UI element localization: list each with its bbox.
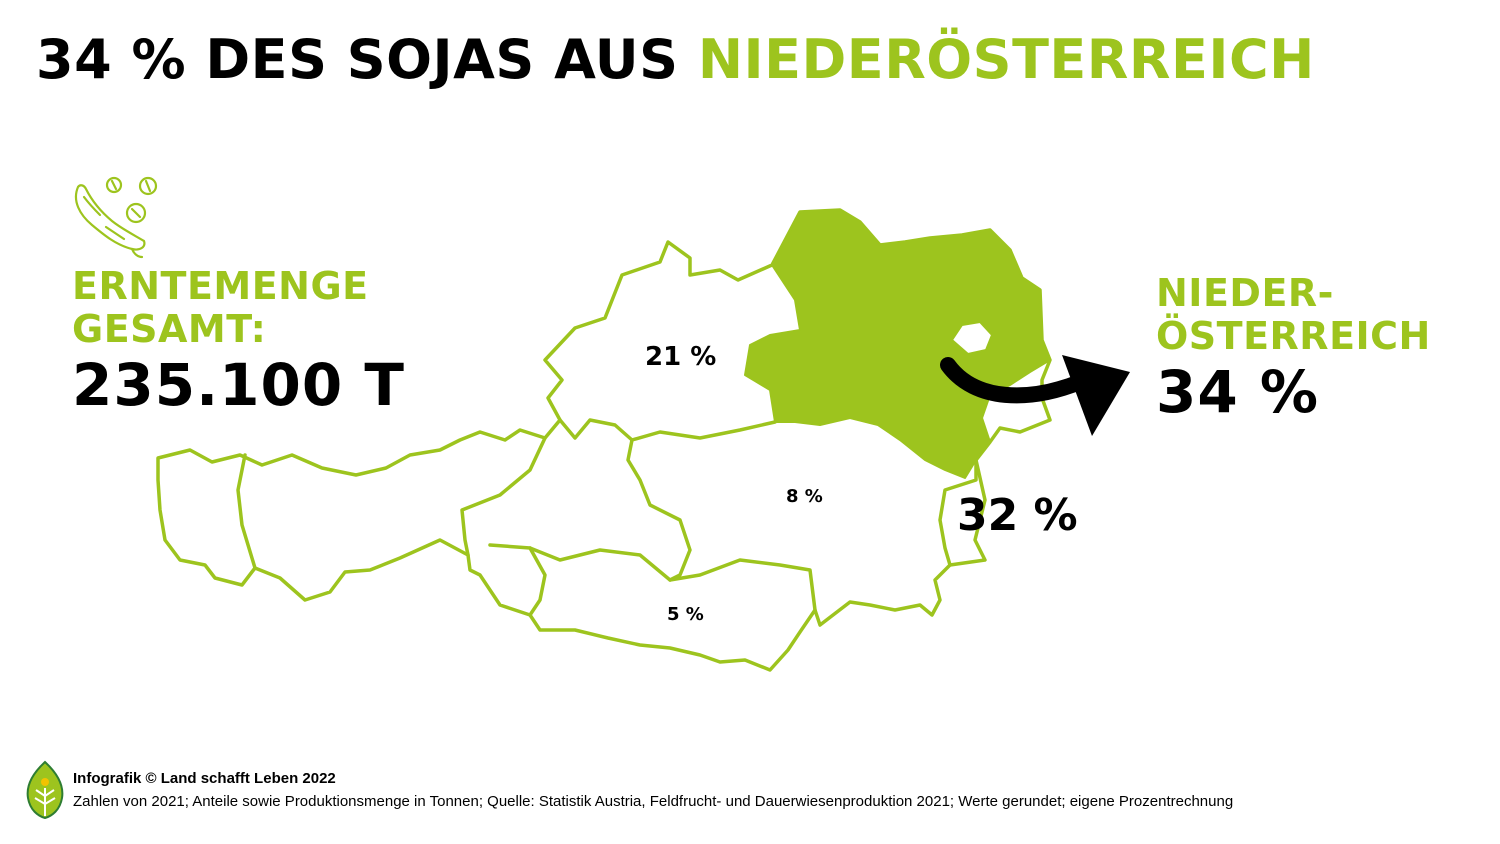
- border-vorarlberg: [236, 453, 257, 570]
- region-share-steiermark: 8 %: [786, 486, 823, 507]
- harvest-total: ERNTEMENGE GESAMT: 235.100 T: [72, 264, 405, 419]
- border-ooe-stmk: [630, 420, 777, 442]
- highlight-label-line2: ÖSTERREICH: [1156, 314, 1431, 358]
- source-note: Zahlen von 2021; Anteile sowie Produktio…: [73, 793, 1234, 810]
- page-title: 34 % DES SOJAS AUS NIEDERÖSTERREICH: [36, 30, 1315, 89]
- highlight-value: 34 %: [1156, 358, 1320, 426]
- title-part-black: 34 % DES SOJAS AUS: [36, 28, 698, 91]
- harvest-value: 235.100 T: [72, 351, 405, 419]
- border-tirol-salzburg: [460, 436, 547, 557]
- region-wien: [950, 320, 994, 356]
- border-stmk-burgenland: [948, 458, 987, 567]
- credit-text: Infografik © Land schafft Leben 2022: [73, 770, 336, 787]
- region-share-burgenland: 32 %: [957, 490, 1078, 541]
- title-part-green: NIEDERÖSTERREICH: [697, 28, 1315, 91]
- highlight-region: NIEDER- ÖSTERREICH 34 %: [1156, 271, 1431, 426]
- region-niederoesterreich: [744, 209, 1051, 479]
- leaf-logo-icon: [26, 760, 64, 820]
- border-kaernten-osttirol: [528, 546, 547, 617]
- region-share-kaernten: 5 %: [667, 604, 704, 625]
- harvest-label-line1: ERNTEMENGE: [72, 264, 369, 308]
- region-share-oberoesterreich: 21 %: [645, 342, 716, 372]
- border-salzburg-ooe: [558, 418, 692, 582]
- highlight-label-line1: NIEDER-: [1156, 271, 1334, 315]
- harvest-label-line2: GESAMT:: [72, 307, 267, 351]
- border-stmk-kaernten: [488, 543, 817, 612]
- soybean-icon: [74, 176, 158, 259]
- arrow-icon: [940, 355, 1130, 436]
